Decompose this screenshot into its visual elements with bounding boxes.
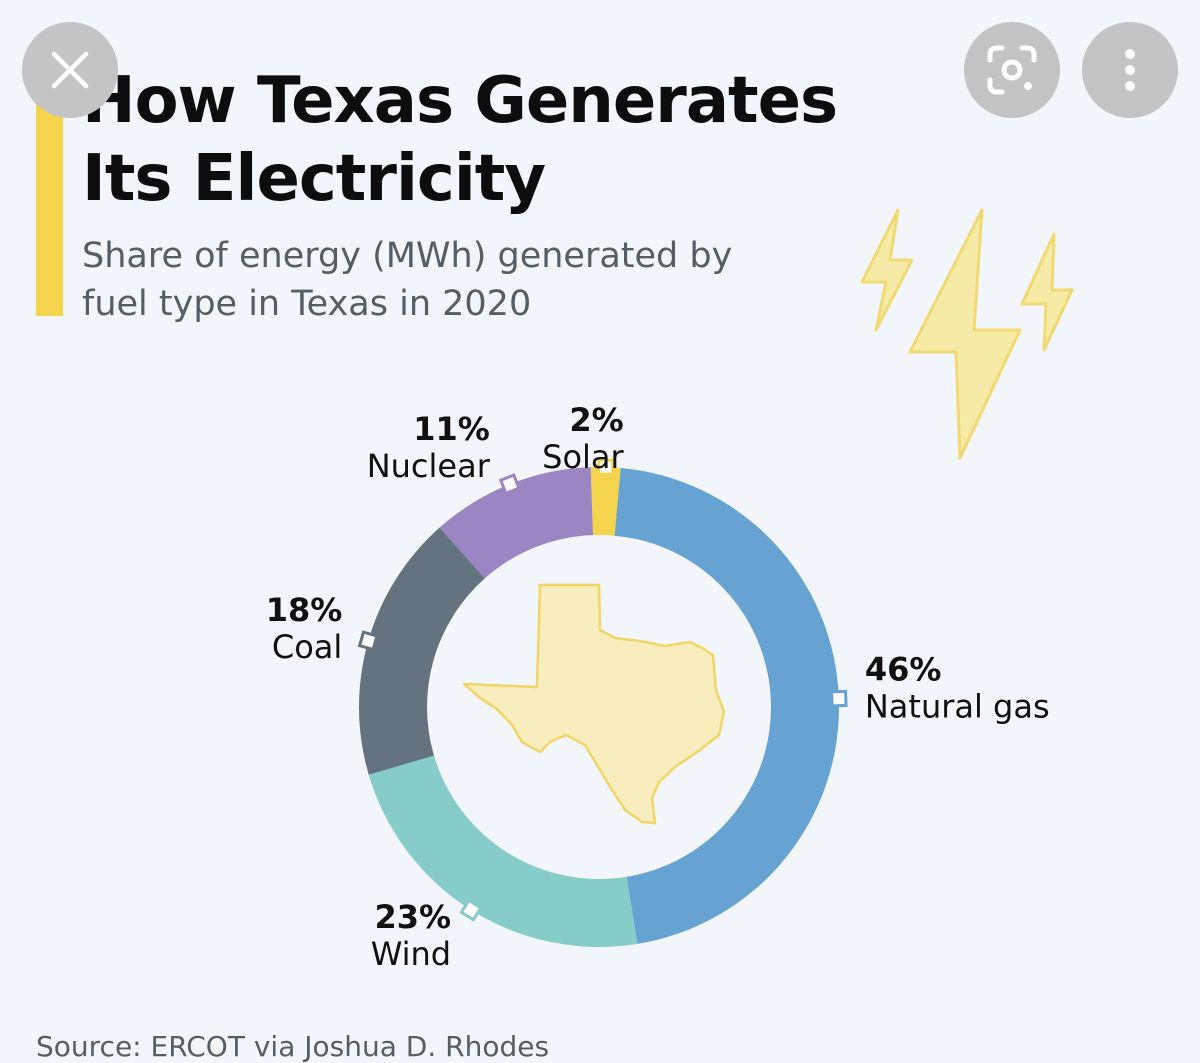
data-label-category: Wind: [371, 935, 451, 973]
close-icon: [51, 51, 89, 89]
slice-marker: [357, 630, 379, 652]
donut-slice-solar: [590, 467, 621, 536]
donut-slice-nuclear: [439, 467, 593, 579]
lens-button[interactable]: [964, 22, 1060, 118]
more-options-button[interactable]: [1082, 22, 1178, 118]
close-button[interactable]: [22, 22, 118, 118]
more-vertical-icon: [1125, 49, 1135, 91]
lens-scan-icon: [987, 45, 1037, 95]
data-label-value: 23%: [375, 898, 452, 936]
slice-marker: [596, 458, 615, 476]
lightning-bolt-icon: [860, 208, 914, 332]
data-label-category: Nuclear: [367, 447, 491, 485]
data-label-category: Natural gas: [865, 688, 1050, 726]
data-label-value: 2%: [569, 401, 623, 439]
data-label-category: Solar: [542, 438, 624, 476]
lightning-bolt-icon: [908, 208, 1022, 460]
data-label-value: 46%: [865, 651, 942, 689]
data-label-category: Coal: [272, 628, 342, 666]
donut-slice-natural-gas: [614, 467, 840, 944]
lightning-bolt-icon: [1020, 232, 1074, 352]
texas-map-icon: [462, 583, 726, 825]
data-label-value: 18%: [266, 591, 343, 629]
slice-marker: [459, 898, 483, 922]
slice-marker: [498, 473, 521, 496]
slice-marker: [830, 689, 848, 708]
donut-slice-wind: [368, 755, 638, 947]
data-label-value: 11%: [413, 410, 490, 448]
donut-slice-coal: [359, 527, 485, 775]
page-title: How Texas Generates Its Electricity: [82, 64, 838, 216]
lightning-bolt-icons: [860, 208, 1074, 460]
source-note: Source: ERCOT via Joshua D. Rhodes: [36, 1030, 550, 1063]
page-subtitle: Share of energy (MWh) generated by fuel …: [82, 236, 733, 324]
